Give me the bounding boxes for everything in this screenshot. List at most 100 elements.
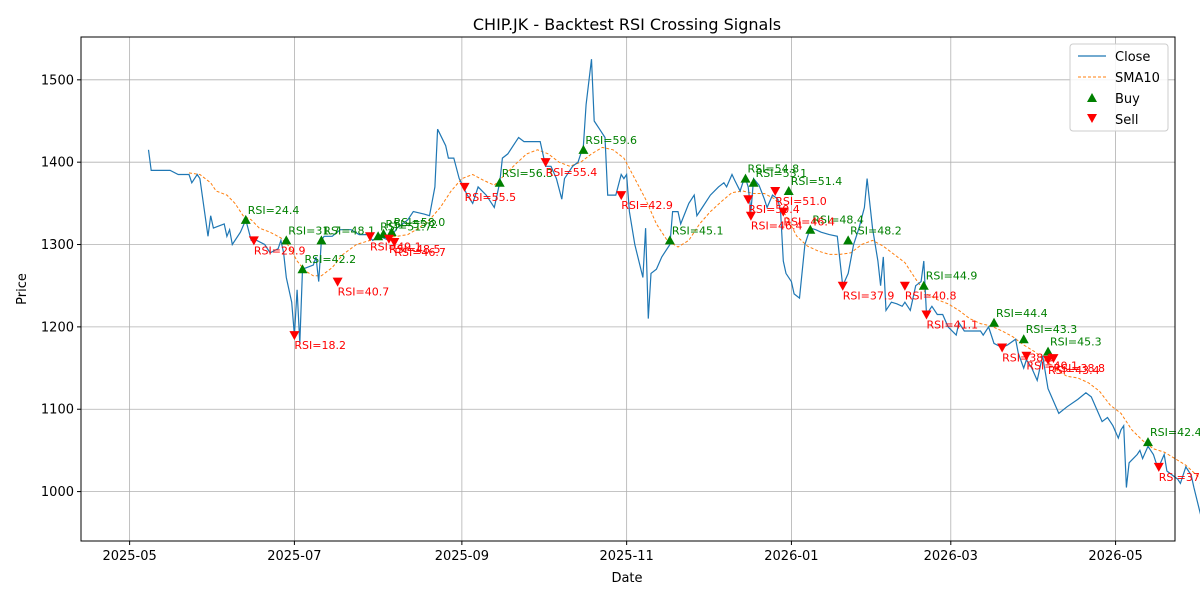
legend-close-label: Close (1115, 50, 1150, 65)
x-tick-label: 2025-11 (599, 549, 653, 564)
y-tick-label: 1100 (41, 403, 74, 418)
sell-marker (289, 331, 300, 341)
sell-rsi-label: RSI=37.0 (1159, 471, 1200, 484)
y-tick-label: 1200 (41, 320, 74, 335)
buy-rsi-label: RSI=58.0 (394, 216, 446, 229)
legend-sell-marker (1087, 114, 1097, 123)
buy-marker (748, 177, 759, 187)
x-tick-label: 2026-05 (1088, 549, 1142, 564)
y-tick-label: 1500 (41, 73, 74, 88)
buy-marker (918, 280, 929, 290)
sell-marker (1153, 462, 1164, 472)
y-tick-label: 1300 (41, 238, 74, 253)
sell-marker (365, 232, 376, 242)
buy-rsi-label: RSI=44.9 (926, 270, 978, 283)
legend-sell-label: Sell (1115, 113, 1138, 128)
buy-marker (297, 264, 308, 274)
y-axis-title: Price (15, 273, 30, 305)
buy-marker (740, 173, 751, 183)
y-tick-label: 1000 (41, 485, 74, 500)
sell-marker (837, 281, 848, 291)
buy-rsi-label: RSI=45.1 (672, 224, 724, 237)
sell-rsi-label: RSI=51.0 (775, 195, 827, 208)
x-tick-label: 2025-09 (435, 549, 489, 564)
buy-rsi-label: RSI=53.1 (756, 167, 808, 180)
buy-rsi-label: RSI=45.3 (1050, 336, 1102, 349)
y-tick-label: 1400 (41, 156, 74, 171)
x-tick-label: 2026-01 (764, 549, 818, 564)
sell-marker (1043, 355, 1054, 365)
buy-marker (386, 227, 397, 237)
buy-marker (1142, 437, 1153, 447)
sell-marker (778, 207, 789, 217)
buy-rsi-label: RSI=54.8 (748, 163, 800, 176)
sell-rsi-label: RSI=55.5 (465, 191, 517, 204)
sma10-line (188, 146, 1200, 479)
sell-rsi-label: RSI=55.4 (546, 166, 598, 179)
sell-rsi-label: RSI=49.1 (370, 240, 422, 253)
buy-marker (578, 144, 589, 154)
buy-marker (783, 186, 794, 195)
x-axis-ticks: 2025-05 2025-07 2025-09 2025-11 2026-01 2026-… (102, 541, 1143, 564)
buy-marker (494, 177, 505, 187)
buy-rsi-label: RSI=44.4 (996, 307, 1048, 320)
legend-sma-label: SMA10 (1115, 71, 1160, 86)
buy-rsi-label: RSI=51.4 (791, 175, 843, 188)
sell-marker (540, 158, 551, 168)
sell-marker (899, 281, 910, 291)
sell-marker (459, 182, 470, 192)
sell-rsi-label: RSI=40.8 (905, 290, 957, 303)
sell-rsi-label: RSI=40.1 (1026, 360, 1078, 373)
sell-marker (332, 277, 343, 287)
buy-marker (805, 224, 816, 234)
buy-marker (240, 214, 251, 224)
legend: Close SMA10 Buy Sell (1069, 43, 1169, 132)
sell-rsi-label: RSI=43.4 (1048, 364, 1100, 377)
sell-rsi-label: RSI=29.9 (254, 244, 306, 257)
buy-rsi-label: RSI=31.7 (288, 224, 340, 237)
x-axis-title: Date (611, 571, 642, 586)
sell-rsi-label: RSI=40.7 (338, 286, 390, 299)
legend-buy-marker (1087, 93, 1097, 102)
buy-rsi-label: RSI=48.4 (812, 214, 864, 227)
sell-rsi-label: RSI=42.9 (621, 199, 673, 212)
buy-rsi-label: RSI=42.2 (305, 253, 357, 266)
sell-marker (248, 236, 259, 246)
buy-rsi-label: RSI=59.6 (585, 134, 637, 147)
sell-marker (770, 187, 781, 196)
sell-rsi-label: RSI=48.5 (389, 243, 441, 256)
x-tick-label: 2025-07 (267, 549, 321, 564)
buy-marker (316, 235, 327, 245)
buy-rsi-label: RSI=43.3 (1026, 323, 1078, 336)
buy-marker (1018, 334, 1029, 344)
legend-buy-label: Buy (1115, 92, 1140, 107)
sell-rsi-label: RSI=46.7 (394, 246, 446, 259)
sell-marker (921, 310, 932, 320)
buy-rsi-label: RSI=48.1 (323, 224, 375, 237)
buy-marker (843, 235, 854, 245)
sell-marker (1021, 351, 1032, 361)
buy-rsi-label: RSI=24.4 (248, 204, 300, 217)
buy-marker (281, 235, 292, 245)
buy-marker (989, 317, 1000, 327)
sell-marker (389, 238, 400, 248)
buy-rsi-label: RSI=55.2 (386, 218, 438, 231)
sell-rsi-label: RSI=38.8 (1053, 362, 1105, 375)
sma10-series (188, 146, 1200, 479)
sell-marker (743, 195, 754, 205)
buy-marker (664, 235, 675, 245)
buy-rsi-label: RSI=48.2 (850, 224, 902, 237)
sell-rsi-label: RSI=41.1 (926, 319, 978, 332)
sell-rsi-label: RSI=37.9 (843, 290, 895, 303)
x-tick-label: 2025-05 (102, 549, 156, 564)
sell-rsi-label: RSI=18.2 (294, 339, 346, 352)
sell-marker (997, 343, 1008, 353)
sell-marker (745, 211, 756, 221)
sell-marker (383, 234, 394, 244)
grid-lines (81, 37, 1175, 541)
buy-marker (373, 231, 384, 241)
sell-rsi-label: RSI=46.4 (751, 220, 803, 233)
